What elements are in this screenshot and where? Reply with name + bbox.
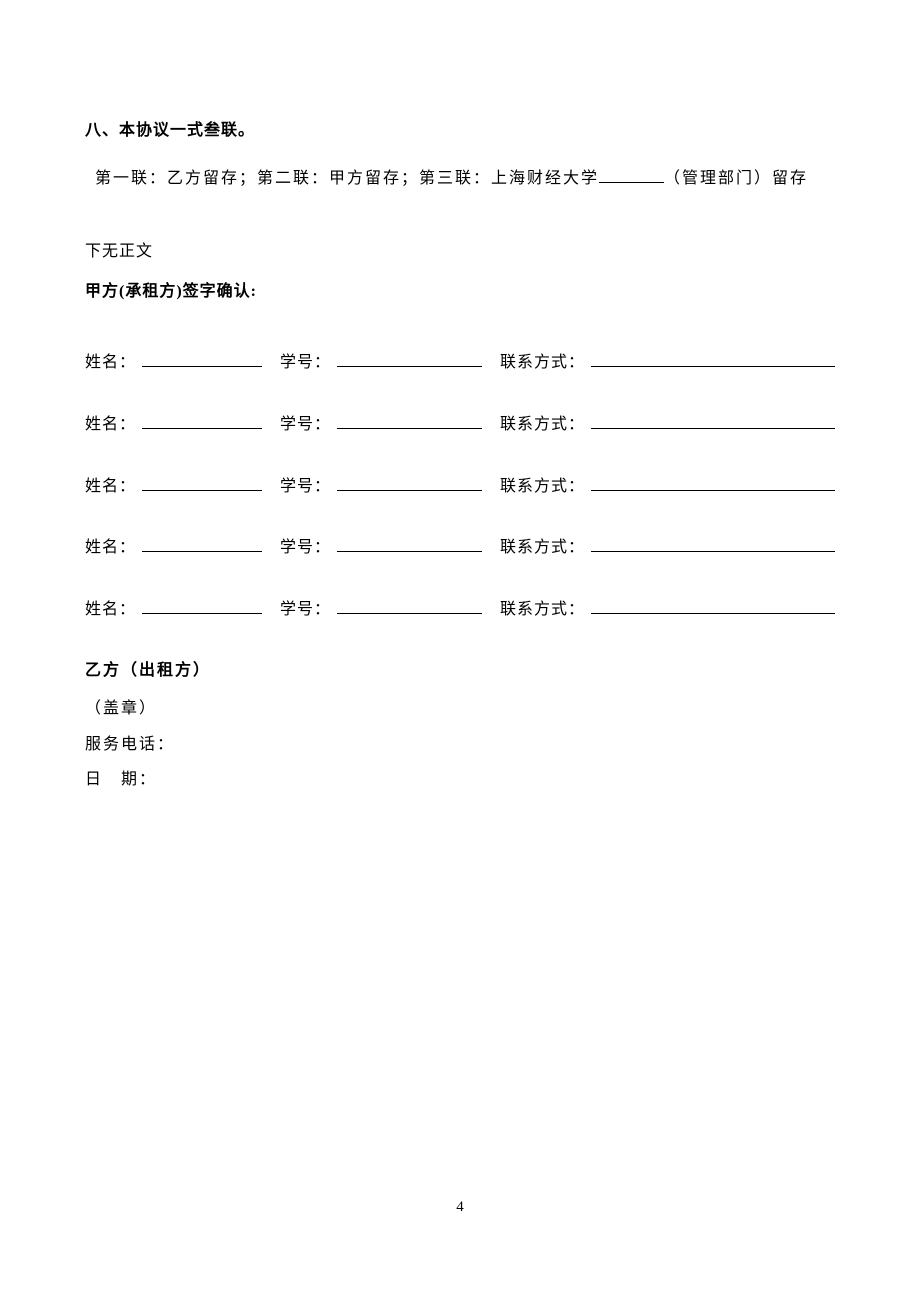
name-label: 姓名： [85, 350, 136, 376]
contact-label: 联系方式： [500, 474, 585, 500]
contact-blank [591, 536, 835, 552]
no-content-below: 下无正文 [85, 239, 835, 265]
copies-suffix: （管理部门）留存 [664, 170, 808, 187]
name-blank [142, 413, 262, 429]
signature-row: 姓名： 学号： 联系方式： [85, 350, 835, 376]
party-b-stamp: （盖章） [85, 696, 835, 722]
student-id-label: 学号： [280, 474, 331, 500]
name-label: 姓名： [85, 597, 136, 623]
name-blank [142, 536, 262, 552]
student-id-blank [337, 536, 482, 552]
student-id-blank [337, 413, 482, 429]
sig-field-name: 姓名： [85, 412, 280, 438]
party-b-block: 乙方（出租方） （盖章） 服务电话： 日 期： [85, 658, 835, 792]
service-phone-label: 服务电话： [85, 732, 835, 758]
name-blank [142, 351, 262, 367]
date-label-a: 日 [85, 771, 103, 788]
party-b-title: 乙方（出租方） [85, 658, 835, 684]
date-label: 日 期： [85, 767, 835, 793]
student-id-blank [337, 475, 482, 491]
student-id-label: 学号： [280, 412, 331, 438]
sig-field-contact: 联系方式： [500, 474, 835, 500]
signature-row: 姓名： 学号： 联系方式： [85, 597, 835, 623]
contact-blank [591, 598, 835, 614]
contact-blank [591, 351, 835, 367]
contact-blank [591, 413, 835, 429]
section-8-title: 八、本协议一式叁联。 [85, 118, 835, 144]
signature-row: 姓名： 学号： 联系方式： [85, 412, 835, 438]
sig-field-contact: 联系方式： [500, 597, 835, 623]
date-label-b: 期： [121, 771, 157, 788]
student-id-blank [337, 598, 482, 614]
sig-field-name: 姓名： [85, 350, 280, 376]
name-label: 姓名： [85, 474, 136, 500]
copies-description: 第一联：乙方留存；第二联：甲方留存；第三联：上海财经大学 （管理部门）留存 [85, 166, 835, 192]
sig-field-student-id: 学号： [280, 535, 500, 561]
student-id-label: 学号： [280, 597, 331, 623]
contact-label: 联系方式： [500, 350, 585, 376]
sig-field-student-id: 学号： [280, 597, 500, 623]
name-blank [142, 475, 262, 491]
contact-label: 联系方式： [500, 412, 585, 438]
copies-prefix: 第一联：乙方留存；第二联：甲方留存；第三联：上海财经大学 [95, 170, 599, 187]
contact-label: 联系方式： [500, 597, 585, 623]
sig-field-student-id: 学号： [280, 350, 500, 376]
sig-field-name: 姓名： [85, 597, 280, 623]
contact-blank [591, 475, 835, 491]
student-id-label: 学号： [280, 350, 331, 376]
sig-field-student-id: 学号： [280, 474, 500, 500]
sig-field-name: 姓名： [85, 474, 280, 500]
name-label: 姓名： [85, 412, 136, 438]
signature-rows: 姓名： 学号： 联系方式： 姓名： 学号： 联系方式： 姓名： 学号： 联系方式： 姓名： 学号： 联… [85, 350, 835, 622]
name-blank [142, 598, 262, 614]
student-id-label: 学号： [280, 535, 331, 561]
signature-row: 姓名： 学号： 联系方式： [85, 535, 835, 561]
party-a-title: 甲方(承租方)签字确认: [85, 279, 835, 305]
sig-field-contact: 联系方式： [500, 350, 835, 376]
contact-label: 联系方式： [500, 535, 585, 561]
sig-field-student-id: 学号： [280, 412, 500, 438]
sig-field-contact: 联系方式： [500, 535, 835, 561]
student-id-blank [337, 351, 482, 367]
name-label: 姓名： [85, 535, 136, 561]
sig-field-contact: 联系方式： [500, 412, 835, 438]
page-number: 4 [0, 1199, 920, 1216]
signature-row: 姓名： 学号： 联系方式： [85, 474, 835, 500]
sig-field-name: 姓名： [85, 535, 280, 561]
dept-blank [599, 167, 664, 183]
